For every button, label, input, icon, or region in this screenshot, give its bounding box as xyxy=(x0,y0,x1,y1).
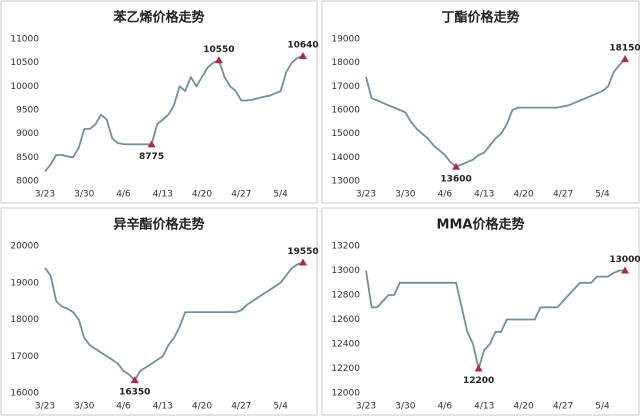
y-tick-label: 14000 xyxy=(331,153,360,163)
panel-border xyxy=(0,0,318,204)
point-marker xyxy=(147,140,156,148)
point-marker xyxy=(621,55,629,63)
y-tick-label: 19000 xyxy=(10,278,39,288)
x-tick-label: 5/4 xyxy=(273,190,288,200)
panel-border xyxy=(0,207,318,416)
y-tick-label: 13000 xyxy=(331,177,360,187)
y-tick-label: 16000 xyxy=(10,389,39,399)
panel-border xyxy=(321,207,640,416)
y-tick-label: 13200 xyxy=(331,242,360,252)
y-tick-label: 10000 xyxy=(10,82,39,92)
x-tick-label: 4/27 xyxy=(231,190,251,200)
x-tick-label: 4/27 xyxy=(231,402,251,412)
y-tick-label: 8500 xyxy=(16,153,39,163)
value-label: 16350 xyxy=(119,388,150,398)
price-line xyxy=(365,58,626,168)
x-tick-label: 4/6 xyxy=(438,190,453,200)
value-label: 10640 xyxy=(287,41,318,51)
price-line xyxy=(44,261,304,381)
x-tick-label: 3/23 xyxy=(35,402,55,412)
y-tick-label: 19000 xyxy=(331,35,360,45)
point-marker xyxy=(621,266,629,274)
y-tick-label: 18000 xyxy=(331,58,360,68)
y-tick-label: 18000 xyxy=(10,315,39,325)
chart-title: 苯乙烯价格走势 xyxy=(112,10,204,26)
y-tick-label: 13000 xyxy=(331,266,360,276)
x-tick-label: 3/30 xyxy=(395,402,415,412)
point-marker xyxy=(299,52,307,60)
x-tick-label: 4/13 xyxy=(153,190,173,200)
point-marker xyxy=(452,162,461,170)
y-tick-label: 9000 xyxy=(16,129,39,139)
x-tick-label: 4/27 xyxy=(553,402,573,412)
y-tick-label: 17000 xyxy=(10,352,39,362)
panel-border xyxy=(321,0,640,204)
x-tick-label: 4/20 xyxy=(192,402,212,412)
x-tick-label: 3/23 xyxy=(356,190,376,200)
chart-title: 丁酯价格走势 xyxy=(441,10,519,26)
y-tick-label: 10500 xyxy=(10,58,39,68)
x-tick-label: 4/6 xyxy=(438,402,453,412)
value-label: 13600 xyxy=(440,174,471,184)
chart-title: MMA价格走势 xyxy=(437,217,525,233)
value-label: 13000 xyxy=(609,255,640,265)
value-label: 10550 xyxy=(203,45,234,55)
point-marker xyxy=(299,258,307,266)
value-label: 12200 xyxy=(463,376,494,386)
y-tick-label: 12000 xyxy=(331,389,360,399)
x-tick-label: 4/13 xyxy=(474,190,494,200)
y-tick-label: 15000 xyxy=(331,129,360,139)
x-tick-label: 4/6 xyxy=(116,402,131,412)
x-tick-label: 4/20 xyxy=(514,190,534,200)
x-tick-label: 3/30 xyxy=(74,402,94,412)
point-marker xyxy=(474,364,483,372)
value-label: 18150 xyxy=(609,44,640,54)
x-tick-label: 4/20 xyxy=(192,190,212,200)
x-tick-label: 3/30 xyxy=(74,190,94,200)
price-line xyxy=(365,269,625,370)
y-tick-label: 11000 xyxy=(10,35,39,45)
x-tick-label: 4/13 xyxy=(474,402,494,412)
x-tick-label: 3/30 xyxy=(395,190,415,200)
y-tick-label: 12200 xyxy=(331,364,360,374)
point-marker xyxy=(130,376,139,384)
x-tick-label: 3/23 xyxy=(35,190,55,200)
y-tick-label: 12400 xyxy=(331,340,360,350)
x-tick-label: 5/4 xyxy=(273,402,288,412)
y-tick-label: 20000 xyxy=(10,242,39,252)
chart-title: 异辛酯价格走势 xyxy=(113,217,204,233)
value-label: 8775 xyxy=(139,152,164,162)
y-tick-label: 17000 xyxy=(331,82,360,92)
x-tick-label: 5/4 xyxy=(595,402,610,412)
price-line xyxy=(44,55,304,173)
x-tick-label: 4/6 xyxy=(116,190,131,200)
x-tick-label: 4/20 xyxy=(514,402,534,412)
x-tick-label: 5/4 xyxy=(595,190,610,200)
y-tick-label: 9500 xyxy=(16,106,39,116)
x-tick-label: 4/27 xyxy=(553,190,573,200)
y-tick-label: 12800 xyxy=(331,291,360,301)
value-label: 19550 xyxy=(287,247,318,257)
x-tick-label: 4/13 xyxy=(153,402,173,412)
y-tick-label: 8000 xyxy=(16,177,39,187)
y-tick-label: 16000 xyxy=(331,106,360,116)
x-tick-label: 3/23 xyxy=(356,402,376,412)
y-tick-label: 12600 xyxy=(331,315,360,325)
point-marker xyxy=(214,56,223,64)
